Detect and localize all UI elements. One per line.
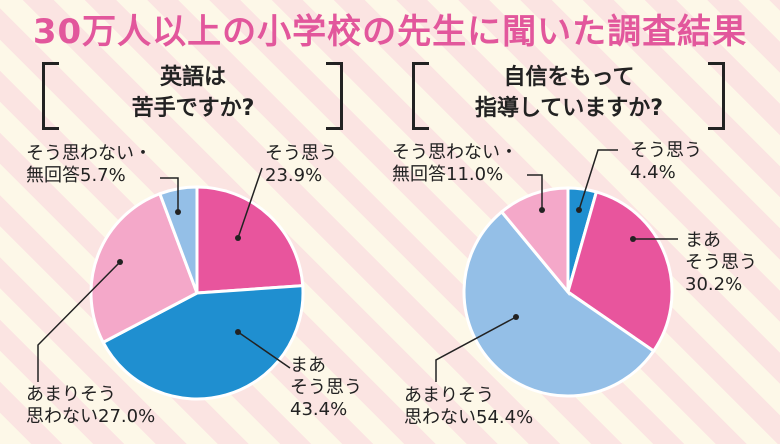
- leader-dot: [539, 207, 545, 213]
- pie-slice: [89, 191, 199, 345]
- leader-dot: [117, 259, 123, 265]
- leader-line: [237, 331, 291, 369]
- slice-label: そう思う 4.4%: [630, 140, 702, 184]
- chart-1-title-line: 英語は: [159, 65, 226, 90]
- leader-lines: [37, 149, 678, 382]
- slice-label-line: 無回答11.0%: [392, 164, 504, 185]
- leader-dot: [513, 314, 519, 320]
- slice-label-line: 43.4%: [290, 399, 348, 420]
- pie-slice: [195, 185, 305, 295]
- leader-line: [37, 261, 121, 382]
- slice-label: そう思わない・ 無回答11.0%: [392, 142, 518, 186]
- bracket-right: [326, 62, 343, 130]
- leader-line: [527, 174, 543, 210]
- slice-label-line: 思わない27.0%: [26, 406, 156, 427]
- bracket-left: [42, 62, 59, 130]
- slice-label-line: 4.4%: [630, 162, 676, 183]
- chart-2-title-line: 自信をもって: [503, 65, 635, 90]
- pie-chart-1: [89, 185, 305, 401]
- slice-label: そう思わない・ 無回答5.7%: [26, 143, 152, 187]
- slice-label-line: そう思う: [265, 143, 337, 164]
- leader-line: [160, 177, 179, 212]
- slice-label: まあ そう思う 30.2%: [685, 230, 757, 296]
- chart-2-title: 自信をもって 指導していますか?: [430, 62, 708, 128]
- slice-label-line: 30.2%: [685, 274, 743, 295]
- leader-line: [578, 149, 618, 211]
- pie-slice: [462, 209, 656, 398]
- slice-label-line: 思わない54.4%: [404, 407, 534, 428]
- slice-label-line: まあ: [290, 355, 326, 376]
- bracket-left: [412, 62, 429, 130]
- pie-chart-2: [462, 186, 674, 398]
- pie-slice: [566, 190, 674, 354]
- pie-slice: [499, 186, 570, 297]
- bracket-right: [708, 62, 725, 130]
- slice-label-line: そう思う: [290, 377, 362, 398]
- slice-label-line: 無回答5.7%: [26, 165, 126, 186]
- slice-label-line: まあ: [685, 230, 721, 251]
- slice-label-line: あまりそう: [26, 384, 116, 405]
- leader-dot: [175, 209, 181, 215]
- page-title: 30万人以上の小学校の先生に聞いた調査結果: [32, 12, 748, 52]
- slice-label: あまりそう 思わない27.0%: [26, 384, 155, 428]
- chart-2-title-line: 指導していますか?: [474, 96, 664, 121]
- slice-label-line: そう思わない・: [392, 142, 518, 163]
- slice-label-line: 23.9%: [265, 165, 323, 186]
- leader-line: [435, 316, 517, 382]
- slice-label-line: そう思う: [630, 140, 702, 161]
- slice-label: そう思う 23.9%: [265, 143, 337, 187]
- leader-dot: [576, 207, 582, 213]
- leader-dot: [235, 329, 241, 335]
- leader-dot: [630, 236, 636, 242]
- slice-label: あまりそう 思わない54.4%: [404, 385, 533, 429]
- leader-line: [237, 167, 263, 239]
- pie-slice: [101, 284, 305, 401]
- chart-1-title: 英語は 苦手ですか?: [60, 62, 326, 128]
- slice-label-line: そう思わない・: [26, 143, 152, 164]
- chart-1-title-line: 苦手ですか?: [131, 96, 255, 121]
- slice-label-line: あまりそう: [404, 385, 494, 406]
- leader-dot: [235, 235, 241, 241]
- slice-label-line: そう思う: [685, 252, 757, 273]
- slice-label: まあ そう思う 43.4%: [290, 355, 362, 421]
